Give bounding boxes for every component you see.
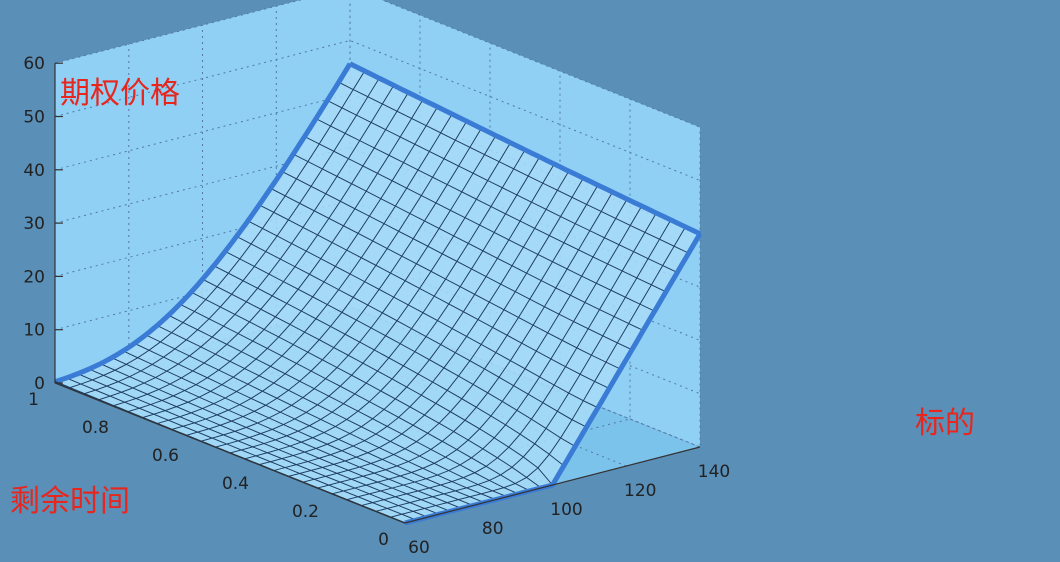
time-tick-label: 0.6 [152,446,179,466]
tick-labels: 0 10 20 30 40 50 60 0 0.2 0.4 0.6 0.8 1 60 80 100 120 140 [23,54,730,558]
time-tick-label: 1 [28,390,39,410]
time-tick-label: 0.8 [82,418,109,438]
z-tick-label: 50 [23,108,45,128]
time-tick-label: 0.4 [222,474,249,494]
underlying-tick-label: 60 [408,538,430,558]
underlying-tick-label: 140 [698,462,730,482]
z-tick-label: 10 [23,321,45,341]
surface-edge-time-1 [54,62,353,385]
price-surface [53,61,703,526]
time-axis-annotation: 剩余时间 [10,484,130,519]
z-tick-label: 60 [23,54,45,74]
time-tick-label: 0 [378,530,389,550]
underlying-axis-line [404,446,701,524]
surface-edge-underlying-140 [348,61,702,237]
z-tick-label: 0 [34,374,45,394]
z-axis-annotation: 期权价格 [60,76,180,111]
time-tick-label: 0.2 [292,502,319,522]
underlying-tick-label: 80 [482,519,504,539]
underlying-tick-label: 120 [624,481,656,501]
underlying-tick-label: 100 [550,500,582,520]
z-tick-label: 40 [23,161,45,181]
underlying-axis-annotation: 标的 [915,406,975,441]
z-tick-label: 20 [23,267,45,287]
time-axis-line [54,382,406,524]
z-tick-label: 30 [23,214,45,234]
